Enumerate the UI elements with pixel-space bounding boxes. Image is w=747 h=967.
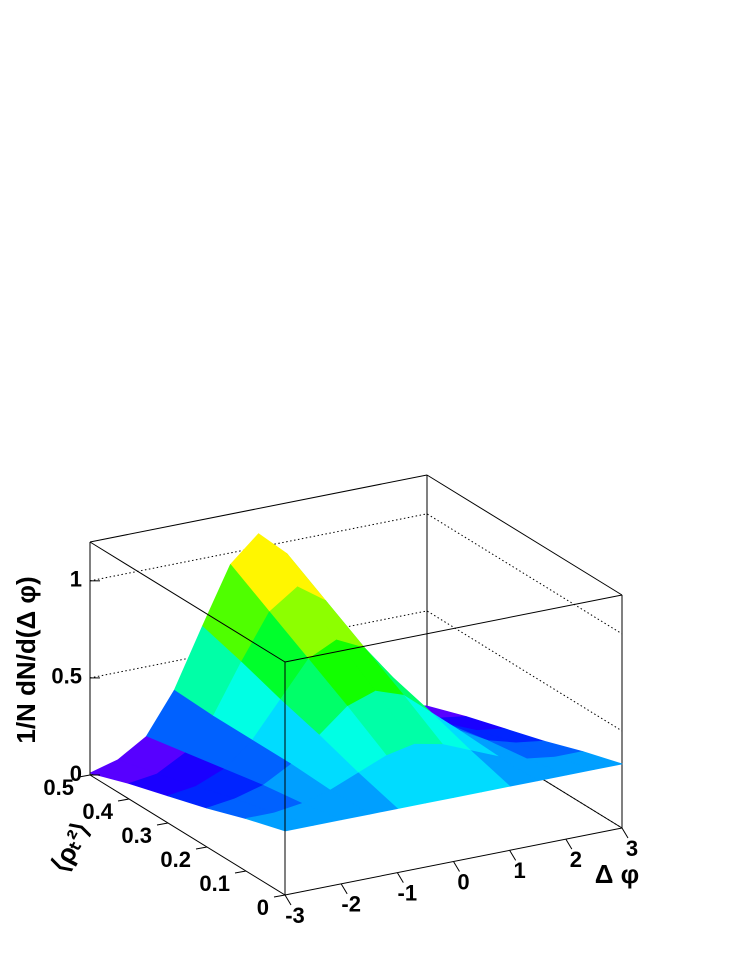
x-tick-label: 2	[570, 847, 582, 872]
y-tick-label: 0.4	[82, 799, 113, 824]
y-tick	[273, 894, 286, 898]
surface-patch	[245, 812, 314, 832]
y-axis	[89, 774, 286, 896]
x-tick	[396, 872, 404, 883]
x-tick-label: -3	[285, 903, 305, 928]
z-axis-title: 1/N dN/d(Δ φ)	[11, 576, 41, 743]
y-tick	[234, 870, 247, 874]
box-edge	[426, 474, 623, 596]
x-tick-label: 0	[457, 869, 469, 894]
x-tick-label: 1	[514, 858, 526, 883]
y-tick-label: 0.5	[43, 775, 74, 800]
x-tick	[621, 827, 629, 839]
y-tick-label: 0	[257, 895, 269, 920]
z-tick-label: 0.5	[51, 664, 82, 689]
x-axis-title: Δ φ	[595, 859, 640, 889]
box-edge	[89, 474, 428, 543]
box-edge	[284, 594, 623, 663]
z-tick-label: 0	[70, 761, 82, 786]
grid-line	[89, 513, 623, 635]
box-edge	[89, 541, 286, 663]
x-tick	[284, 894, 292, 906]
x-tick	[565, 838, 573, 850]
y-tick	[117, 798, 130, 802]
y-tick	[156, 822, 169, 826]
y-tick-label: 0.3	[121, 823, 152, 848]
grid-line	[89, 610, 623, 732]
x-tick-label: -2	[341, 892, 361, 917]
x-tick-label: -1	[398, 880, 418, 905]
x-tick	[509, 850, 517, 861]
x-tick-label: 3	[626, 836, 638, 861]
grid-line	[89, 707, 623, 829]
x-tick	[453, 861, 460, 872]
x-tick	[340, 883, 348, 895]
y-tick	[195, 846, 208, 850]
y-tick	[78, 774, 91, 778]
y-tick-label: 0.2	[160, 847, 191, 872]
z-tick-label: 1	[70, 567, 82, 592]
y-tick-label: 0.1	[199, 871, 230, 896]
